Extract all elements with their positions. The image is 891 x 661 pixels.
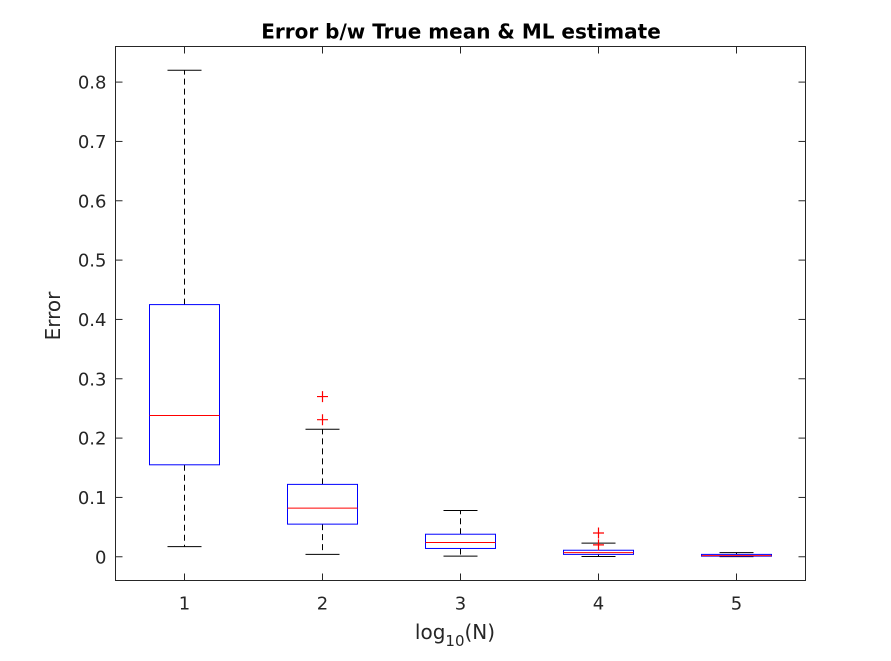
y-tick-label: 0.6 — [78, 191, 107, 212]
iqr-box — [287, 483, 358, 525]
iqr-box — [425, 533, 496, 549]
y-tick-label: 0.4 — [78, 310, 107, 331]
outlier-marker — [317, 391, 328, 403]
y-tick-label: 0.2 — [78, 429, 107, 450]
y-tick-label: 0.7 — [78, 132, 107, 153]
x-axis-label: log10(N) — [415, 620, 495, 650]
y-tick-label: 0.3 — [78, 369, 107, 390]
x-tick-label: 1 — [179, 594, 190, 615]
plot-area: 0 0.1 0.2 0.3 0.4 0.5 0.6 0.7 0.8 1 2 3 4 5 — [78, 46, 806, 615]
outlier-marker — [593, 527, 604, 539]
y-tick-label: 0 — [95, 547, 106, 568]
y-axis-label: Error — [41, 291, 65, 341]
x-axis-label-base: log — [415, 620, 446, 644]
y-tick-label: 0.5 — [78, 251, 107, 272]
y-tick-label: 0.8 — [78, 73, 107, 94]
x-axis-label-subscript: 10 — [445, 632, 464, 650]
x-tick-label: 2 — [317, 594, 328, 615]
iqr-box — [149, 304, 220, 466]
chart-title: Error b/w True mean & ML estimate — [261, 20, 661, 44]
x-tick-label: 3 — [455, 594, 466, 615]
x-tick-label: 4 — [593, 594, 604, 615]
x-tick-label: 5 — [731, 594, 742, 615]
outlier-marker — [317, 414, 328, 426]
x-axis-label-tail: (N) — [465, 620, 496, 644]
y-tick-label: 0.1 — [78, 488, 107, 509]
outlier-marker — [593, 539, 604, 551]
